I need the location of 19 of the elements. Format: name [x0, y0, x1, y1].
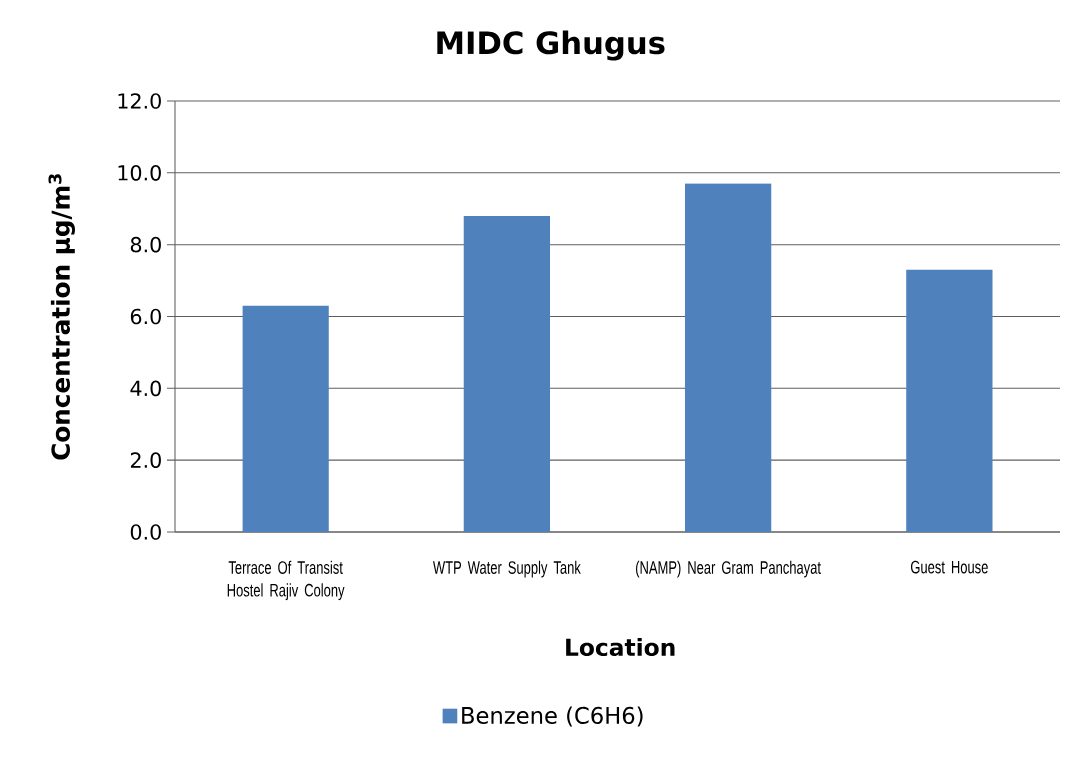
- bar: [906, 269, 993, 532]
- bar: [242, 305, 329, 532]
- x-tick-label: Terrace Of Transist Hostel Rajiv Colony: [227, 560, 345, 601]
- y-tick-label: 6.0: [130, 308, 161, 325]
- x-axis-title: Location: [566, 638, 675, 657]
- y-tick-label: 0.0: [130, 524, 161, 540]
- y-tick-label: 2.0: [130, 452, 161, 468]
- y-tick-label: 4.0: [130, 380, 161, 397]
- y-tick-label: 10.0: [118, 165, 161, 181]
- legend-label: Benzene (C6H6): [462, 706, 643, 727]
- y-tick-label: 12.0: [118, 93, 161, 109]
- chart-title: MIDC Ghugus: [437, 30, 665, 61]
- x-tick-label: WTP Water Supply Tank: [433, 560, 581, 578]
- y-tick-label: 8.0: [130, 236, 161, 253]
- x-tick-label: Guest House: [911, 560, 988, 574]
- x-tick-label: (NAMP) Near Gram Panchayat: [636, 560, 821, 578]
- bar: [463, 215, 551, 532]
- y-axis-title: Concentration µg/m$^{3}$: [48, 174, 75, 460]
- bar: [684, 183, 772, 532]
